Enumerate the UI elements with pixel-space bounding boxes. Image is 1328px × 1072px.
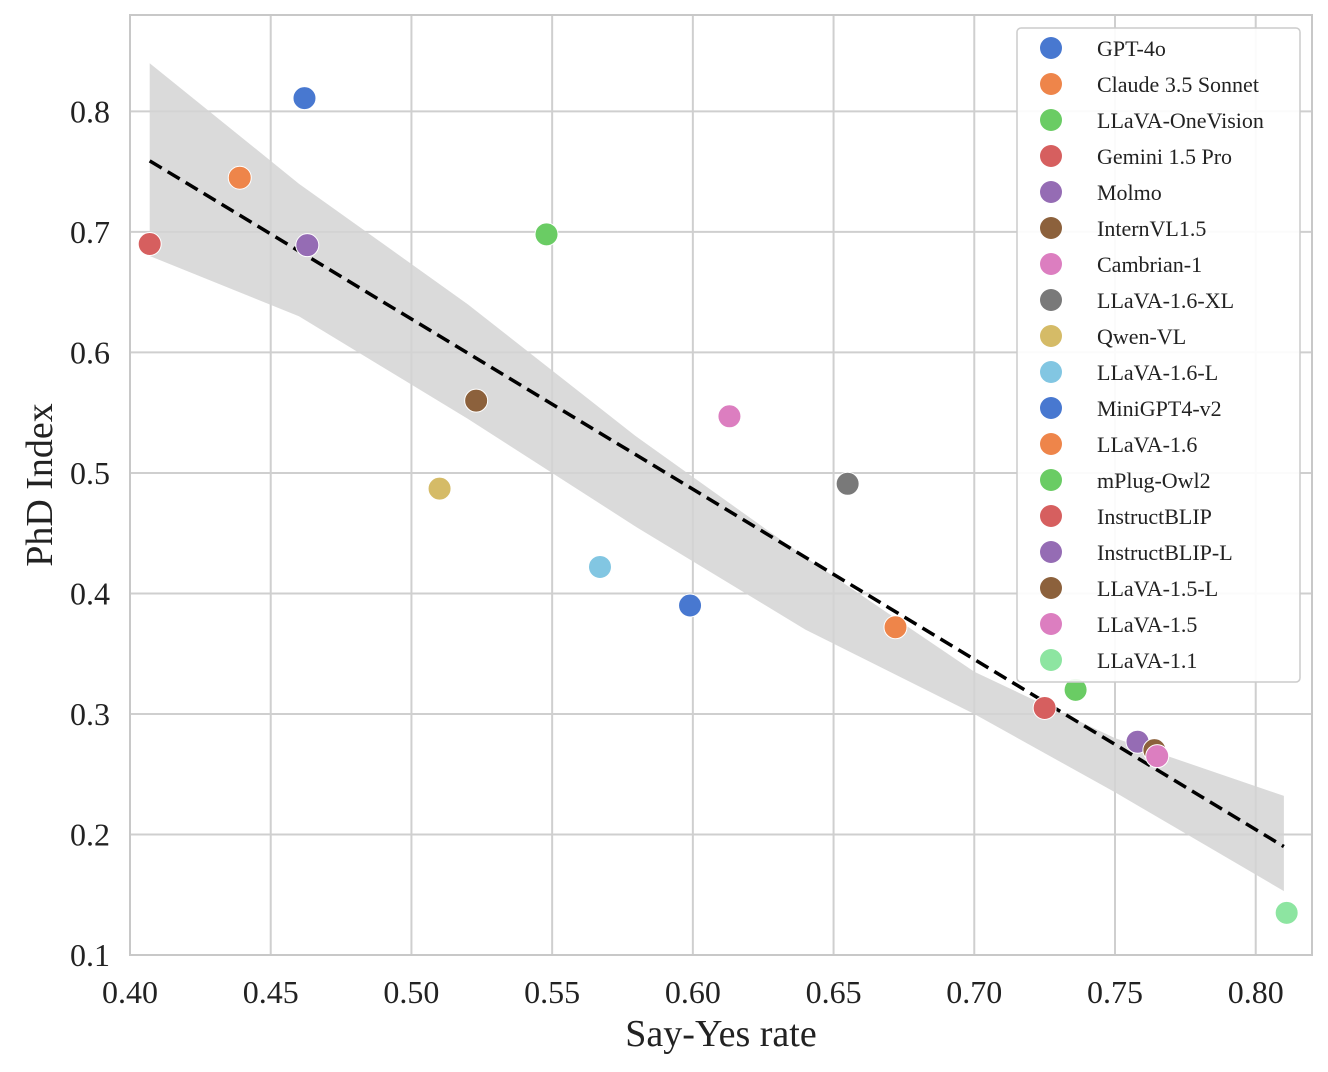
legend-label-gemini-1-5-pro: Gemini 1.5 Pro [1097,144,1232,169]
data-point-llava-1-6 [883,615,908,640]
y-tick-label: 0.5 [70,455,110,491]
confidence-band [149,63,1284,892]
x-tick-label: 0.60 [665,974,721,1010]
legend-label-gpt-4o: GPT-4o [1097,36,1166,61]
legend-marker-llava-onevision [1040,109,1062,131]
legend-marker-llava-1-6-xl [1040,289,1062,311]
legend-label-mplug-owl2: mPlug-Owl2 [1097,468,1211,493]
data-point-molmo [295,233,320,258]
y-tick-label: 0.8 [70,93,110,129]
legend-label-llava-1-1: LLaVA-1.1 [1097,648,1197,673]
data-point-llava-1-5 [1145,744,1170,769]
legend-marker-llava-1-6 [1040,433,1062,455]
data-points [137,86,1299,925]
x-tick-label: 0.75 [1087,974,1143,1010]
legend-label-llava-1-6: LLaVA-1.6 [1097,432,1197,457]
x-tick-label: 0.45 [243,974,299,1010]
data-point-llava-1-6-l [587,554,612,579]
legend-marker-claude-3-5-sonnet [1040,73,1062,95]
y-tick-labels: 0.1 0.2 0.3 0.4 0.5 0.6 0.7 0.8 [70,93,110,973]
legend-marker-llava-1-6-l [1040,361,1062,383]
data-point-minigpt4-v2 [678,593,703,618]
y-tick-label: 0.2 [70,816,110,852]
legend-marker-qwen-vl [1040,325,1062,347]
x-tick-labels: 0.40 0.45 0.50 0.55 0.60 0.65 0.70 0.75 0.80 [102,974,1284,1010]
legend: GPT-4o Claude 3.5 Sonnet LLaVA-OneVision Ge… [1016,27,1301,683]
data-point-qwen-vl [427,476,452,501]
x-tick-label: 0.65 [806,974,862,1010]
legend-box [1016,27,1301,683]
legend-label-llava-1-5: LLaVA-1.5 [1097,612,1197,637]
legend-label-instructblip: InstructBLIP [1097,504,1212,529]
plot-frame [129,14,1313,956]
y-tick-label: 0.6 [70,334,110,370]
legend-marker-llava-1-5-l [1040,577,1062,599]
y-tick-label: 0.7 [70,214,110,250]
legend-label-llava-1-6-xl: LLaVA-1.6-XL [1097,288,1234,313]
x-tick-label: 0.50 [383,974,439,1010]
x-tick-label: 0.55 [524,974,580,1010]
legend-marker-internvl1-5 [1040,217,1062,239]
data-point-cambrian-1 [717,404,742,429]
legend-marker-instructblip-l [1040,541,1062,563]
legend-marker-minigpt4-v2 [1040,397,1062,419]
data-point-internvl1-5 [464,388,489,413]
x-tick-label: 0.70 [946,974,1002,1010]
legend-label-cambrian-1: Cambrian-1 [1097,252,1202,277]
legend-label-llava-1-5-l: LLaVA-1.5-L [1097,576,1218,601]
legend-marker-instructblip [1040,505,1062,527]
x-tick-label: 0.80 [1228,974,1284,1010]
data-point-llava-1-6-xl [835,471,860,496]
data-point-llava-onevision [534,222,559,247]
data-point-llava-1-1 [1274,900,1299,925]
legend-marker-mplug-owl2 [1040,469,1062,491]
x-tick-label: 0.40 [102,974,158,1010]
y-tick-label: 0.3 [70,696,110,732]
legend-label-minigpt4-v2: MiniGPT4-v2 [1097,396,1222,421]
legend-marker-llava-1-5 [1040,613,1062,635]
legend-label-claude-3-5-sonnet: Claude 3.5 Sonnet [1097,72,1259,97]
trend-line [148,159,1285,849]
legend-label-llava-1-6-l: LLaVA-1.6-L [1097,360,1218,385]
data-point-claude-3-5-sonnet [227,165,252,190]
x-axis-title: Say-Yes rate [625,1013,816,1055]
data-point-instructblip [1032,695,1057,720]
legend-label-molmo: Molmo [1097,180,1162,205]
data-point-gpt-4o [292,86,317,111]
y-tick-label: 0.4 [70,575,110,611]
legend-label-internvl1-5: InternVL1.5 [1097,216,1206,241]
legend-marker-molmo [1040,181,1062,203]
legend-label-qwen-vl: Qwen-VL [1097,324,1186,349]
legend-marker-cambrian-1 [1040,253,1062,275]
legend-marker-gemini-1-5-pro [1040,145,1062,167]
y-axis-title: PhD Index [19,403,61,567]
data-point-gemini-1-5-pro [137,231,162,256]
y-tick-label: 0.1 [70,937,110,973]
legend-label-instructblip-l: InstructBLIP-L [1097,540,1233,565]
legend-marker-gpt-4o [1040,37,1062,59]
legend-marker-llava-1-1 [1040,649,1062,671]
legend-label-llava-onevision: LLaVA-OneVision [1097,108,1264,133]
